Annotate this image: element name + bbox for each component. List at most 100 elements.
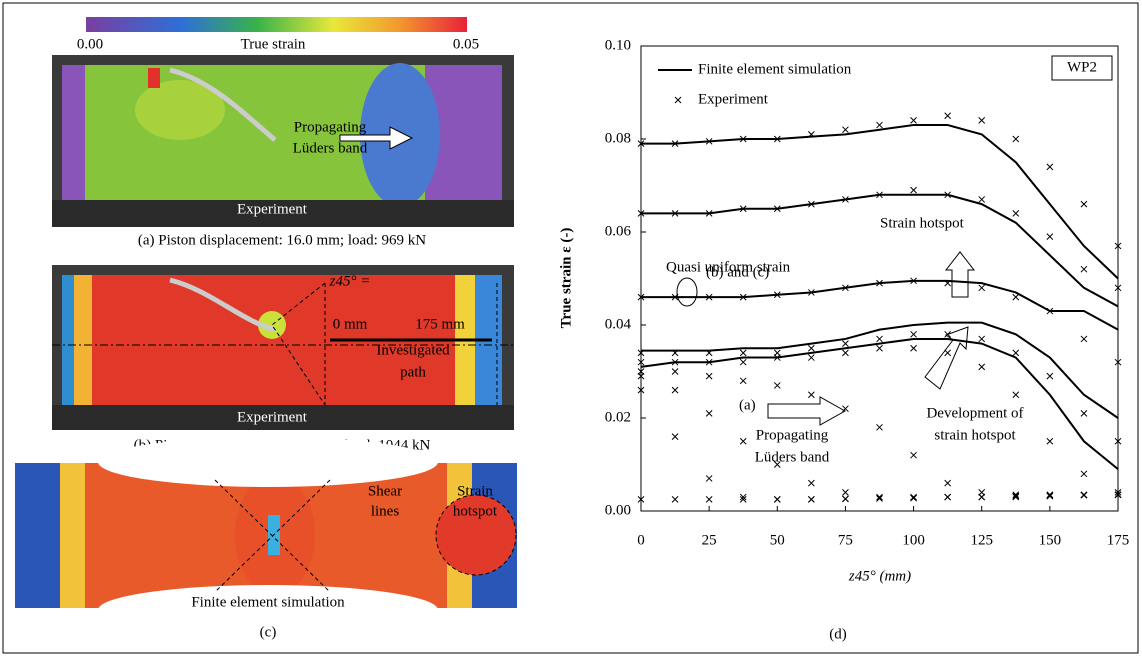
experiment-marker <box>671 293 679 301</box>
annotation: Strain <box>457 483 493 499</box>
experiment-marker <box>637 358 645 366</box>
annotation: path <box>400 364 426 380</box>
x-tick-label: 100 <box>902 532 925 548</box>
experiment-marker <box>637 349 645 357</box>
y-tick-label: 0.08 <box>605 130 631 146</box>
x-tick-label: 50 <box>770 532 785 548</box>
annotation: Shear <box>368 483 402 499</box>
annotation: (b) and (c) <box>706 264 769 280</box>
experiment-marker <box>637 293 645 301</box>
experiment-marker <box>1114 437 1122 445</box>
annotation: Finite element simulation <box>191 594 345 610</box>
arrow <box>767 396 847 426</box>
experiment-marker <box>808 496 815 503</box>
y-tick-label: 0.10 <box>605 37 631 53</box>
experiment-marker <box>978 335 986 343</box>
experiment-marker <box>739 293 747 301</box>
experiment-marker <box>978 196 986 203</box>
experiment-marker <box>671 496 679 503</box>
y-tick-label: 0.06 <box>605 223 632 239</box>
annotation: hotspot <box>453 503 498 519</box>
experiment-marker <box>910 493 917 501</box>
experiment-marker <box>1114 284 1122 292</box>
experiment-marker <box>705 372 713 380</box>
experiment-marker <box>808 344 815 352</box>
experiment-marker <box>773 135 781 143</box>
experiment-marker <box>842 196 849 203</box>
arrow <box>924 326 969 390</box>
annotation: Development of <box>926 405 1023 421</box>
annotation: Strain hotspot <box>880 215 965 231</box>
experiment-marker <box>1114 242 1122 250</box>
x-tick-label: 175 <box>1107 532 1130 548</box>
experiment-marker <box>671 368 679 375</box>
y-axis-title: True strain ε (-) <box>558 228 574 329</box>
badge: WP2 <box>1067 59 1097 75</box>
experiment-marker <box>1080 491 1088 499</box>
experiment-marker <box>637 496 645 503</box>
experiment-marker <box>876 495 883 502</box>
annotation: Propagating <box>294 119 367 135</box>
experiment-marker <box>1046 437 1054 445</box>
experiment-marker <box>910 344 917 352</box>
experiment-marker <box>773 291 781 299</box>
experiment-marker <box>773 496 781 503</box>
experiment-marker <box>1080 335 1088 343</box>
experiment-marker <box>876 344 883 352</box>
experiment-marker <box>1012 135 1020 143</box>
x-tick-label: 125 <box>970 532 993 548</box>
experiment-marker <box>1012 491 1020 499</box>
ellipse-marker <box>676 277 698 307</box>
experiment-marker <box>1114 491 1122 499</box>
experiment-marker <box>910 494 917 502</box>
experiment-marker <box>671 349 679 357</box>
experiment-marker <box>910 186 917 194</box>
experiment-marker <box>876 423 883 431</box>
experiment-marker <box>1012 391 1020 399</box>
experiment-marker <box>1080 265 1088 273</box>
legend-marker <box>674 96 682 104</box>
panel-b-image <box>52 265 514 430</box>
experiment-marker <box>739 349 747 357</box>
experiment-marker <box>1046 163 1054 171</box>
y-tick-label: 0.00 <box>605 502 631 518</box>
experiment-marker <box>705 475 713 482</box>
experiment-marker <box>876 335 883 343</box>
annotation: Experiment <box>237 409 308 425</box>
y-tick-label: 0.04 <box>605 316 632 332</box>
experiment-marker <box>705 293 713 301</box>
legend-label: Experiment <box>698 91 769 107</box>
x-tick-label: 75 <box>838 532 853 548</box>
experiment-marker <box>1080 200 1088 208</box>
experiment-marker <box>808 200 815 208</box>
experiment-marker <box>705 210 713 217</box>
experiment-marker <box>1012 349 1020 357</box>
fe-line <box>641 124 1119 280</box>
experiment-marker <box>739 358 747 366</box>
annotation: Investigated <box>376 342 450 358</box>
experiment-marker <box>671 358 679 366</box>
fe-line <box>641 321 1119 419</box>
experiment-marker <box>808 391 815 399</box>
colorbar-max: 0.05 <box>453 36 479 52</box>
x-tick-label: 0 <box>637 532 645 548</box>
panel-a-image <box>52 55 514 227</box>
experiment-marker <box>876 493 883 501</box>
experiment-marker <box>1012 492 1020 500</box>
experiment-marker <box>739 493 747 501</box>
annotation: 0 mm <box>333 316 368 332</box>
experiment-marker <box>1046 491 1054 499</box>
experiment-marker <box>739 135 747 143</box>
experiment-marker <box>1012 493 1020 501</box>
experiment-marker <box>808 289 815 296</box>
experiment-marker <box>1114 358 1122 366</box>
experiment-marker <box>842 489 849 496</box>
badge-box <box>1051 55 1113 81</box>
experiment-marker <box>1080 470 1088 478</box>
experiment-marker <box>842 284 849 292</box>
experiment-marker <box>739 496 747 503</box>
experiment-marker <box>773 354 781 361</box>
experiment-marker <box>1012 210 1020 217</box>
experiment-marker <box>773 461 781 468</box>
